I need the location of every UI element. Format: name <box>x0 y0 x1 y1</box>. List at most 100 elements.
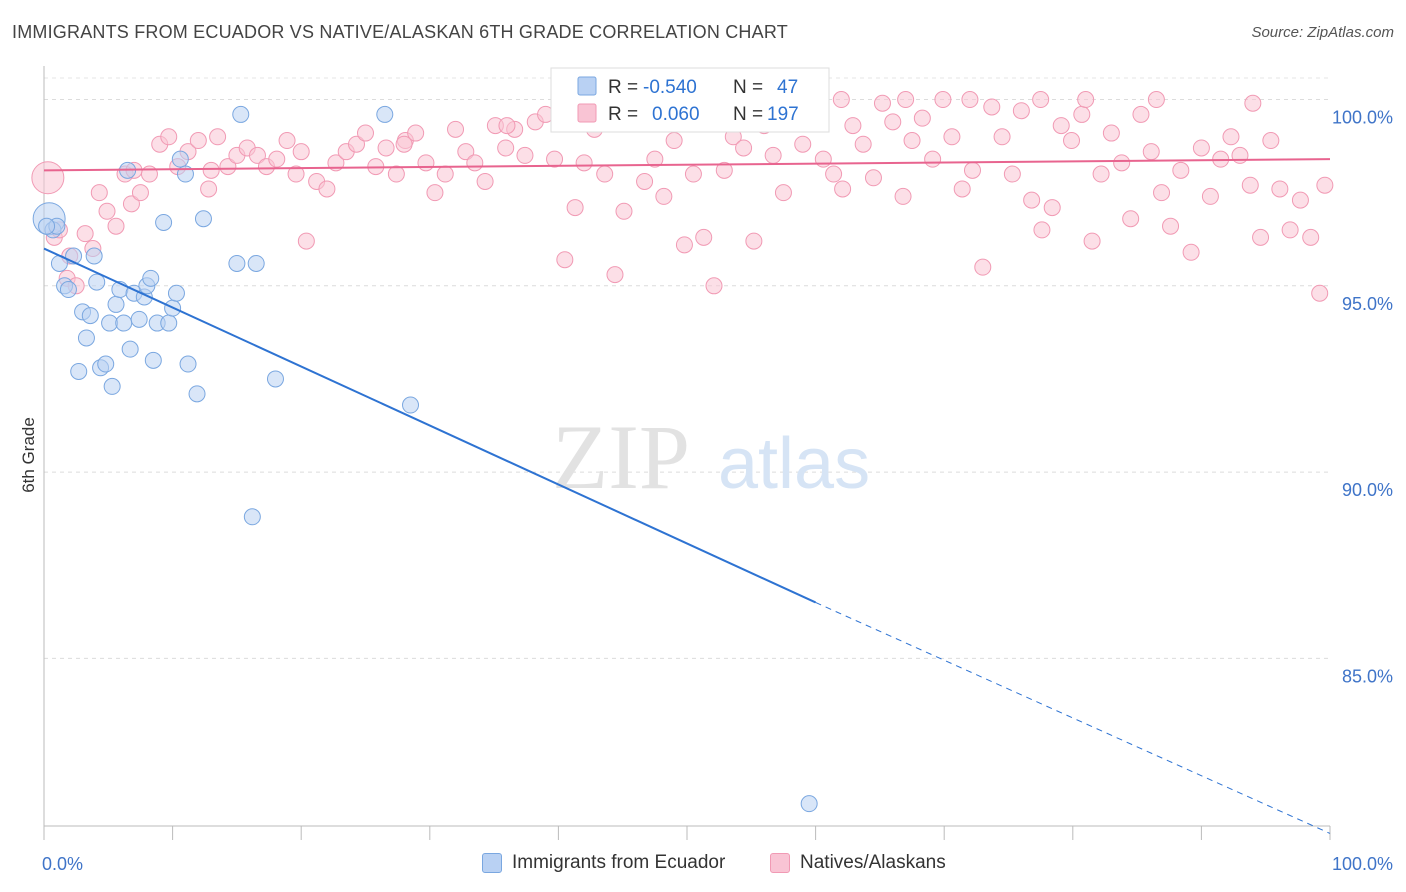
natives-point-41 <box>417 154 435 172</box>
natives-point-38 <box>387 165 405 183</box>
natives-point-117 <box>1172 161 1190 179</box>
legend-n-value-2: 197 <box>767 104 799 125</box>
natives-point-137 <box>961 91 979 109</box>
y-axis-label: 6th Grade <box>19 417 38 493</box>
natives-point-95 <box>953 180 971 198</box>
bottom-legend: Immigrants from Ecuador Natives/Alaskans <box>0 848 1406 882</box>
legend-swatch-ecuador-bottom <box>482 853 502 873</box>
stats-legend-box <box>550 67 830 133</box>
ecuador-point-6 <box>70 362 88 380</box>
natives-point-100 <box>1003 165 1021 183</box>
natives-point-99 <box>993 128 1011 146</box>
natives-point-112 <box>1122 210 1140 228</box>
ecuador-point-46 <box>38 217 56 235</box>
natives-point-97 <box>974 258 992 276</box>
natives-point-83 <box>834 180 852 198</box>
natives-point-40 <box>407 124 425 142</box>
y-tick-label-1: 95.0% <box>1342 294 1393 314</box>
natives-point-139 <box>832 91 850 109</box>
natives-point-43 <box>436 165 454 183</box>
ecuador-point-34 <box>179 355 197 373</box>
natives-point-87 <box>873 94 891 112</box>
natives-point-86 <box>864 169 882 187</box>
natives-point-9 <box>107 217 125 235</box>
natives-point-12 <box>131 184 149 202</box>
natives-point-28 <box>287 165 305 183</box>
natives-point-94 <box>943 128 961 146</box>
ecuador-trend-line <box>43 247 817 604</box>
legend-swatch-natives-bottom <box>770 853 790 873</box>
natives-point-110 <box>1102 124 1120 142</box>
natives-point-135 <box>1077 91 1095 109</box>
natives-point-127 <box>1271 180 1289 198</box>
natives-point-103 <box>1033 221 1051 239</box>
natives-point-56 <box>566 199 584 217</box>
natives-point-126 <box>1262 132 1280 150</box>
natives-point-134 <box>1147 91 1165 109</box>
legend-item-natives[interactable]: Natives/Alaskans <box>770 852 946 874</box>
natives-point-122 <box>1222 128 1240 146</box>
natives-point-76 <box>764 146 782 164</box>
natives-point-67 <box>675 236 693 254</box>
natives-point-42 <box>426 184 444 202</box>
natives-point-11 <box>122 195 140 213</box>
ecuador-point-25 <box>142 269 160 287</box>
natives-point-60 <box>606 266 624 284</box>
natives-point-109 <box>1092 165 1110 183</box>
legend-n-label-1: N = <box>733 77 763 98</box>
natives-point-98 <box>983 98 1001 116</box>
natives-point-44 <box>447 120 465 138</box>
y-tick-label-2: 90.0% <box>1342 480 1393 500</box>
natives-point-61 <box>615 202 633 220</box>
ecuador-point-15 <box>103 377 121 395</box>
legend-r-label-1: R = <box>608 77 638 98</box>
ecuador-point-42 <box>376 105 394 123</box>
natives-point-125 <box>1252 228 1270 246</box>
natives-point-8 <box>98 202 116 220</box>
natives-point-77 <box>774 184 792 202</box>
natives-point-114 <box>1142 143 1160 161</box>
natives-point-81 <box>814 150 832 168</box>
natives-point-34 <box>347 135 365 153</box>
legend-swatch-natives <box>577 103 597 123</box>
legend-r-label-2: R = <box>608 104 638 125</box>
natives-point-88 <box>884 113 902 131</box>
ecuador-point-39 <box>247 254 265 272</box>
natives-point-108 <box>1083 232 1101 250</box>
natives-point-27 <box>278 132 296 150</box>
source-label: Source: ZipAtlas.com <box>1251 24 1394 41</box>
natives-point-105 <box>1052 117 1070 135</box>
ecuador-point-20 <box>121 340 139 358</box>
ecuador-point-9 <box>81 307 99 325</box>
legend-item-ecuador[interactable]: Immigrants from Ecuador <box>482 852 725 874</box>
natives-point-129 <box>1291 191 1309 209</box>
natives-point-54 <box>546 150 564 168</box>
natives-point-124 <box>1241 176 1259 194</box>
x-tick-label-1: 100.0% <box>1332 854 1393 874</box>
natives-point-123 <box>1231 146 1249 164</box>
natives-point-93 <box>934 91 952 109</box>
natives-point-46 <box>466 154 484 172</box>
natives-point-128 <box>1281 221 1299 239</box>
stats-legend: R = -0.540 N = 47 R = 0.060 N = 197 <box>550 67 830 133</box>
natives-point-131 <box>1311 284 1329 302</box>
ecuador-point-37 <box>232 105 250 123</box>
natives-point-47 <box>476 172 494 190</box>
natives-point-113 <box>1132 105 1150 123</box>
natives-point-65 <box>655 187 673 205</box>
natives-point-63 <box>636 172 654 190</box>
ecuador-point-4 <box>59 281 77 299</box>
natives-point-130 <box>1302 228 1320 246</box>
natives-point-89 <box>894 187 912 205</box>
natives-point-82 <box>825 165 843 183</box>
ecuador-point-40 <box>266 370 284 388</box>
natives-point-106 <box>1063 132 1081 150</box>
natives-point-15 <box>160 128 178 146</box>
ecuador-point-22 <box>130 310 148 328</box>
natives-point-91 <box>913 109 931 127</box>
ecuador-point-8 <box>77 329 95 347</box>
natives-point-37 <box>377 139 395 157</box>
natives-point-73 <box>735 139 753 157</box>
natives-point-144 <box>292 143 310 161</box>
natives-point-0 <box>31 161 65 195</box>
